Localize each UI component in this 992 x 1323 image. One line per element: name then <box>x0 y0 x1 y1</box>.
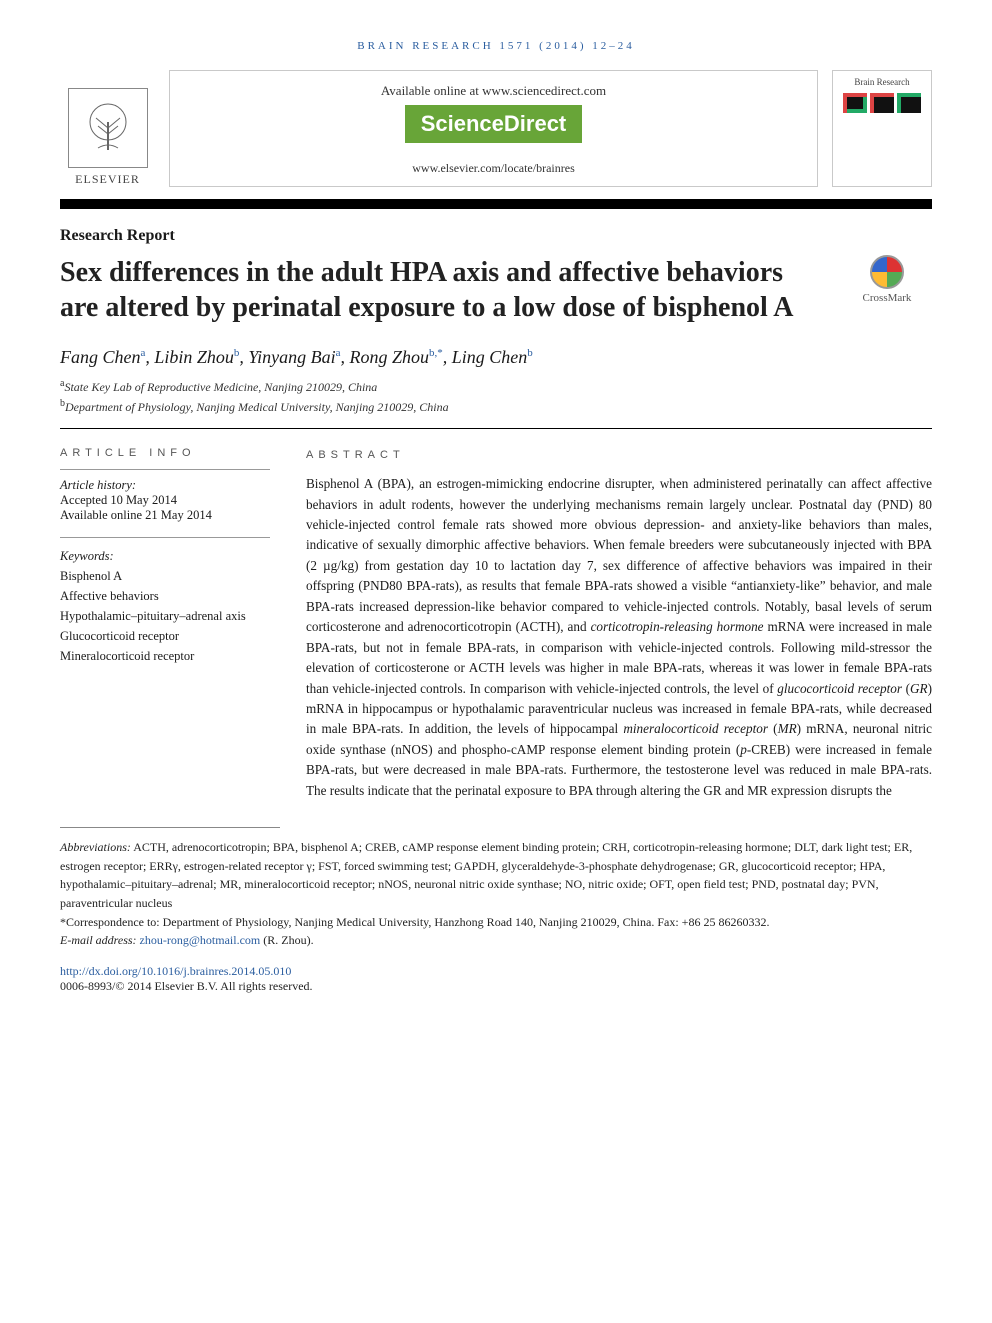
email-label: E-mail address: <box>60 933 137 947</box>
abbreviations-label: Abbreviations: <box>60 840 131 854</box>
publisher-name: ELSEVIER <box>75 172 140 187</box>
online-date: Available online 21 May 2014 <box>60 508 270 523</box>
footnote-separator <box>60 827 280 828</box>
keyword-item: Hypothalamic–pituitary–adrenal axis <box>60 606 270 626</box>
article-type: Research Report <box>60 227 932 245</box>
author-list: Fang Chena, Libin Zhoub, Yinyang Baia, R… <box>60 347 932 368</box>
journal-cover-box: Brain Research <box>832 70 932 187</box>
article-info-head: ARTICLE INFO <box>60 447 270 459</box>
footnotes: Abbreviations: ACTH, adrenocorticotropin… <box>60 838 932 950</box>
article-history-block: Article history: Accepted 10 May 2014 Av… <box>60 469 270 523</box>
email-name: (R. Zhou). <box>263 933 313 947</box>
keywords-label: Keywords: <box>60 546 270 566</box>
copyright-line: 0006-8993/© 2014 Elsevier B.V. All right… <box>60 979 932 994</box>
affiliations: aState Key Lab of Reproductive Medicine,… <box>60 376 932 416</box>
journal-url: www.elsevier.com/locate/brainres <box>412 161 575 176</box>
abbreviations: Abbreviations: ACTH, adrenocorticotropin… <box>60 838 932 912</box>
article-info-column: ARTICLE INFO Article history: Accepted 1… <box>60 447 270 801</box>
crossmark-label: CrossMark <box>863 292 912 304</box>
email-line: E-mail address: zhou-rong@hotmail.com (R… <box>60 931 932 950</box>
history-label: Article history: <box>60 478 270 493</box>
keyword-item: Bisphenol A <box>60 566 270 586</box>
journal-cover-title: Brain Research <box>854 77 909 87</box>
correspondence: *Correspondence to: Department of Physio… <box>60 913 932 932</box>
keyword-item: Glucocorticoid receptor <box>60 626 270 646</box>
cover-thumbnails <box>843 93 921 113</box>
elsevier-tree-icon <box>68 88 148 168</box>
publisher-logo-box: ELSEVIER <box>60 70 155 187</box>
accepted-date: Accepted 10 May 2014 <box>60 493 270 508</box>
abbreviations-text: ACTH, adrenocorticotropin; BPA, bispheno… <box>60 840 912 910</box>
divider <box>60 428 932 429</box>
keywords-block: Keywords: Bisphenol AAffective behaviors… <box>60 537 270 666</box>
header-row: ELSEVIER Available online at www.science… <box>60 70 932 187</box>
crossmark-icon <box>870 255 904 289</box>
abstract-text: Bisphenol A (BPA), an estrogen-mimicking… <box>306 474 932 801</box>
black-divider <box>60 199 932 209</box>
running-head: BRAIN RESEARCH 1571 (2014) 12–24 <box>60 40 932 52</box>
keyword-item: Affective behaviors <box>60 586 270 606</box>
abstract-head: ABSTRACT <box>306 447 932 464</box>
sciencedirect-logo: ScienceDirect <box>405 105 583 143</box>
corresponding-email-link[interactable]: zhou-rong@hotmail.com <box>140 933 261 947</box>
available-online-text: Available online at www.sciencedirect.co… <box>381 83 606 99</box>
crossmark-badge[interactable]: CrossMark <box>842 255 932 304</box>
keyword-item: Mineralocorticoid receptor <box>60 646 270 666</box>
article-title: Sex differences in the adult HPA axis an… <box>60 255 822 325</box>
sciencedirect-box: Available online at www.sciencedirect.co… <box>169 70 818 187</box>
doi-link[interactable]: http://dx.doi.org/10.1016/j.brainres.201… <box>60 964 932 979</box>
abstract-column: ABSTRACT Bisphenol A (BPA), an estrogen-… <box>306 447 932 801</box>
